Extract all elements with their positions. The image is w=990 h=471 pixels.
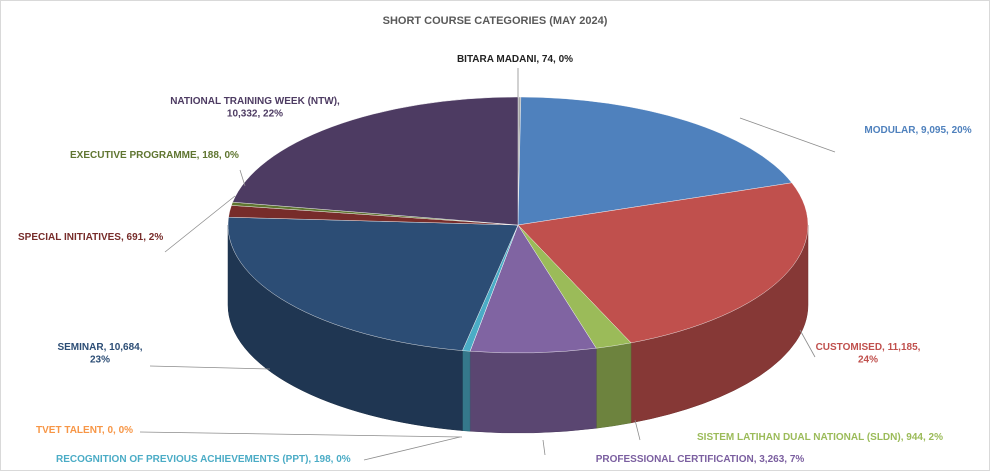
data-label: MODULAR, 9,095, 20%: [864, 125, 971, 136]
pie-side: [469, 347, 597, 434]
pie-slice: [517, 96, 793, 226]
leader-line: [739, 117, 836, 153]
pie-side: [596, 342, 632, 429]
leader-line: [239, 169, 246, 187]
data-label: TVET TALENT, 0, 0%: [36, 425, 133, 436]
data-label: SEMINAR, 10,684, 23%: [57, 342, 142, 366]
pie-slice: [469, 224, 597, 354]
data-label: PROFESSIONAL CERTIFICATION, 3,263, 7%: [596, 454, 805, 465]
chart-title: SHORT COURSE CATEGORIES (MAY 2024): [383, 15, 608, 27]
data-label: NATIONAL TRAINING WEEK (NTW), 10,332, 22%: [170, 96, 340, 120]
pie-slice: [232, 96, 519, 226]
pie-side: [462, 350, 471, 432]
data-label: EXECUTIVE PROGRAMME, 188, 0%: [70, 150, 239, 161]
leader-line: [363, 436, 461, 461]
pie-slice: [227, 216, 519, 351]
data-label: SPECIAL INITIATIVES, 691, 2%: [18, 232, 163, 243]
leader-line: [542, 439, 546, 456]
leader-line: [149, 365, 271, 370]
data-label: RECOGNITION OF PREVIOUS ACHIEVEMENTS (PP…: [56, 454, 351, 465]
data-label: CUSTOMISED, 11,185, 24%: [816, 342, 921, 366]
data-label: SISTEM LATIHAN DUAL NATIONAL (SLDN), 944…: [697, 432, 943, 443]
pie-slice: [517, 182, 809, 344]
leader-line: [634, 419, 641, 441]
data-label: BITARA MADANI, 74, 0%: [457, 54, 573, 65]
leader-line: [164, 195, 236, 253]
leader-line: [139, 431, 463, 438]
leader-line: [799, 329, 816, 358]
